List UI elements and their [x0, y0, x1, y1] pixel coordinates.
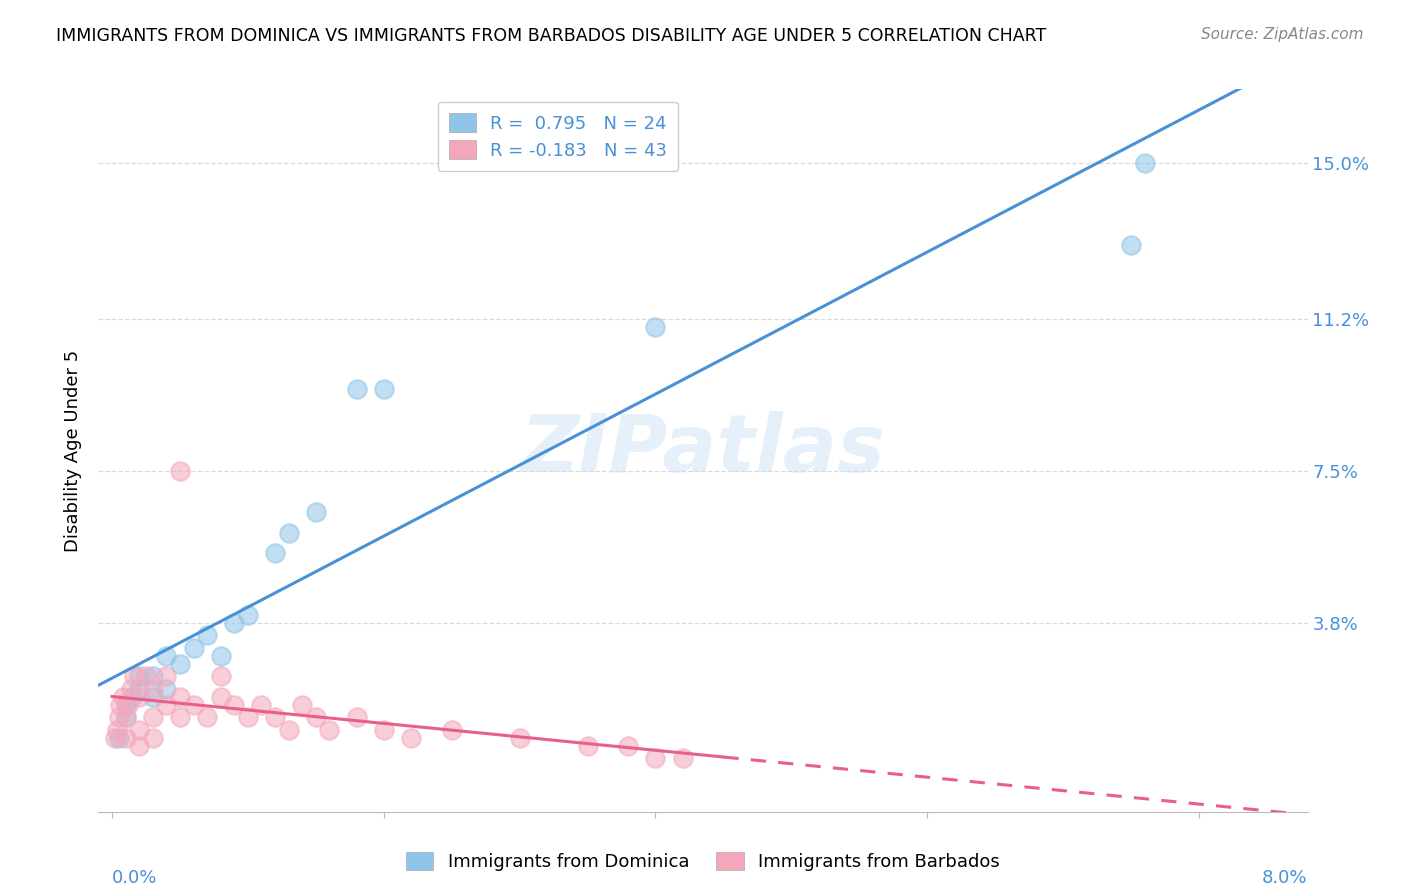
Point	[373, 382, 395, 396]
Point	[183, 698, 205, 712]
Point	[264, 546, 287, 560]
Point	[122, 669, 145, 683]
Point	[142, 731, 165, 745]
Point	[576, 739, 599, 753]
Point	[399, 731, 422, 745]
Point	[104, 731, 127, 745]
Point	[155, 681, 177, 696]
Point	[169, 710, 191, 724]
Point	[114, 710, 136, 724]
Point	[291, 698, 314, 712]
Point	[169, 690, 191, 704]
Text: Source: ZipAtlas.com: Source: ZipAtlas.com	[1201, 27, 1364, 42]
Point	[509, 731, 531, 745]
Point	[117, 698, 139, 712]
Point	[142, 681, 165, 696]
Point	[209, 669, 232, 683]
Y-axis label: Disability Age Under 5: Disability Age Under 5	[65, 350, 83, 551]
Point	[1133, 156, 1156, 170]
Point	[107, 710, 129, 724]
Point	[135, 669, 157, 683]
Point	[346, 710, 368, 724]
Point	[617, 739, 640, 753]
Point	[236, 710, 259, 724]
Point	[1119, 238, 1142, 252]
Point	[111, 690, 134, 704]
Text: 8.0%: 8.0%	[1263, 869, 1308, 888]
Point	[155, 669, 177, 683]
Point	[121, 690, 143, 704]
Point	[209, 690, 232, 704]
Point	[277, 723, 299, 737]
Point	[209, 648, 232, 663]
Legend: Immigrants from Dominica, Immigrants from Barbados: Immigrants from Dominica, Immigrants fro…	[399, 845, 1007, 879]
Point	[195, 710, 218, 724]
Point	[142, 710, 165, 724]
Point	[120, 681, 142, 696]
Point	[128, 669, 150, 683]
Point	[128, 739, 150, 753]
Point	[305, 710, 328, 724]
Legend: R =  0.795   N = 24, R = -0.183   N = 43: R = 0.795 N = 24, R = -0.183 N = 43	[437, 102, 678, 170]
Point	[224, 615, 246, 630]
Point	[108, 698, 131, 712]
Point	[318, 723, 340, 737]
Point	[277, 525, 299, 540]
Point	[142, 690, 165, 704]
Point	[305, 505, 328, 519]
Point	[224, 698, 246, 712]
Point	[114, 710, 136, 724]
Point	[128, 690, 150, 704]
Point	[644, 751, 666, 765]
Point	[107, 731, 129, 745]
Point	[169, 464, 191, 478]
Point	[107, 723, 129, 737]
Point	[644, 320, 666, 334]
Point	[250, 698, 273, 712]
Point	[142, 669, 165, 683]
Text: IMMIGRANTS FROM DOMINICA VS IMMIGRANTS FROM BARBADOS DISABILITY AGE UNDER 5 CORR: IMMIGRANTS FROM DOMINICA VS IMMIGRANTS F…	[56, 27, 1046, 45]
Point	[128, 723, 150, 737]
Point	[195, 628, 218, 642]
Point	[155, 698, 177, 712]
Point	[169, 657, 191, 671]
Point	[440, 723, 463, 737]
Point	[346, 382, 368, 396]
Point	[128, 681, 150, 696]
Point	[183, 640, 205, 655]
Point	[155, 648, 177, 663]
Text: ZIPatlas: ZIPatlas	[520, 411, 886, 490]
Point	[672, 751, 695, 765]
Point	[114, 731, 136, 745]
Point	[264, 710, 287, 724]
Text: 0.0%: 0.0%	[112, 869, 157, 888]
Point	[114, 698, 136, 712]
Point	[236, 607, 259, 622]
Point	[373, 723, 395, 737]
